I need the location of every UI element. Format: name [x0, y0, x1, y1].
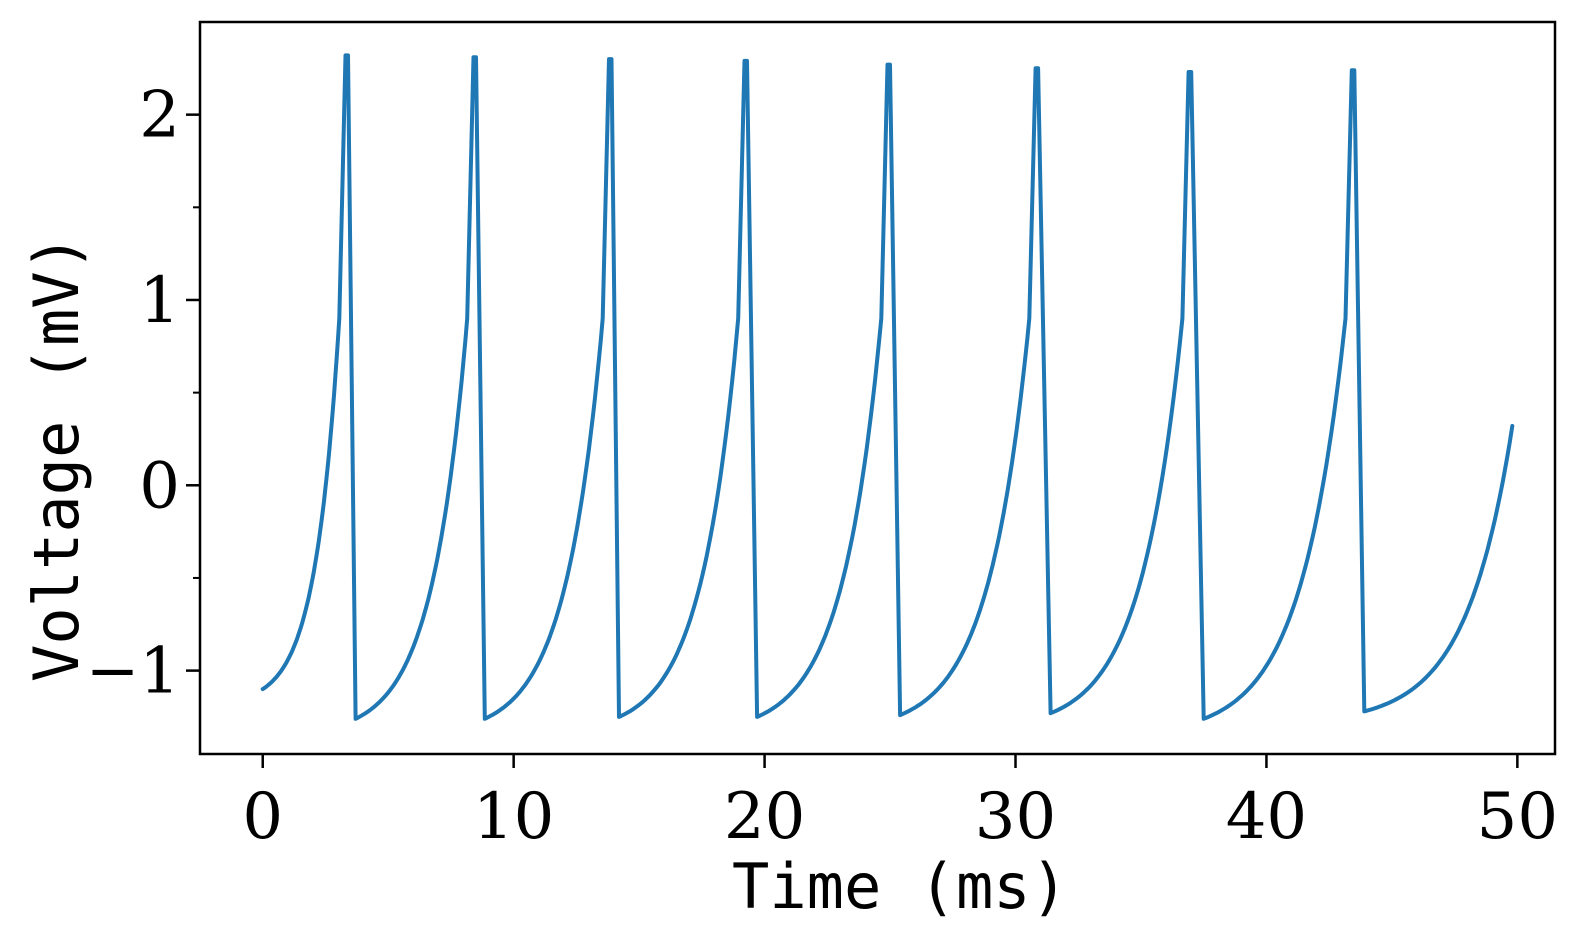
y-axis-label: Voltage (mV): [20, 234, 93, 682]
y-tick-label: 1: [139, 264, 180, 338]
y-tick-label: −1: [86, 635, 180, 709]
x-tick-label: 50: [1477, 780, 1558, 854]
x-tick-label: 0: [242, 780, 283, 854]
x-tick-label: 40: [1226, 780, 1307, 854]
plot-area-frame: [198, 20, 1557, 756]
x-tick-label: 10: [473, 780, 554, 854]
y-tick-label: 2: [139, 79, 180, 153]
x-tick-label: 30: [975, 780, 1056, 854]
y-axis: −1 0 1 2: [86, 79, 200, 709]
voltage-series-line: [260, 53, 1515, 721]
x-axis-label: Time (ms): [732, 850, 1068, 923]
x-tick-label: 20: [724, 780, 805, 854]
y-tick-label: 0: [139, 449, 180, 523]
x-axis: 0 10 20 30 40 50: [242, 754, 1558, 854]
